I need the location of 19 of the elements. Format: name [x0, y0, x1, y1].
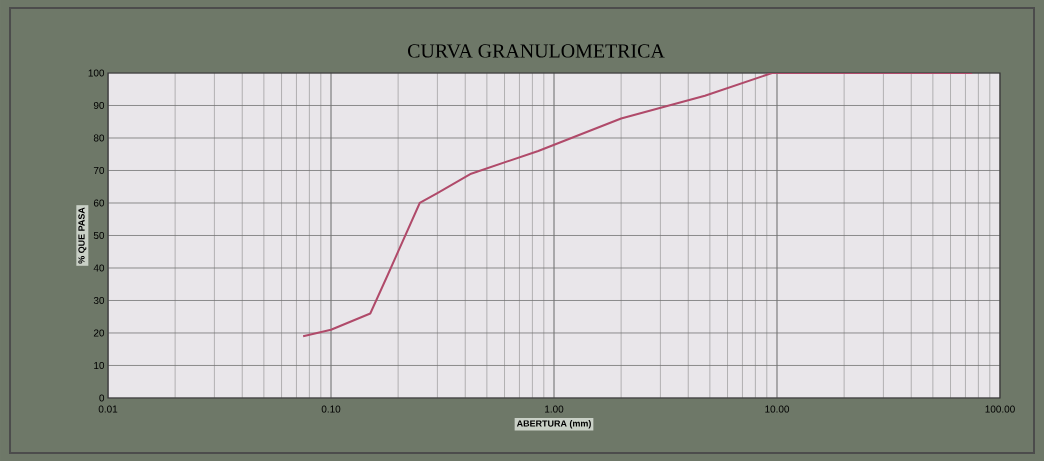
y-tick-label: 50	[93, 231, 105, 240]
x-tick-label: 0.10	[321, 405, 341, 413]
y-tick-label: 20	[93, 329, 105, 337]
y-tick-label: 10	[94, 361, 105, 370]
chart-title: CURVA GRANULOMETRICA	[408, 44, 665, 58]
x-tick-label: 1.00	[545, 405, 564, 413]
y-tick-label: 40	[93, 264, 105, 272]
x-tick-label: 100.00	[985, 405, 1015, 413]
y-tick-label: 90	[93, 101, 105, 110]
y-tick-label: 100	[88, 69, 105, 77]
x-axis-title: ABERTURA (mm)	[516, 420, 591, 429]
y-tick-label: 30	[93, 296, 105, 305]
y-tick-label: 60	[93, 199, 105, 207]
x-tick-label: 10.00	[765, 405, 790, 413]
y-tick-label: 80	[93, 134, 105, 142]
y-tick-label: 0	[99, 394, 105, 402]
y-tick-label: 70	[93, 166, 105, 175]
y-axis-title: % QUE PASA	[78, 207, 87, 264]
x-tick-label: 0.01	[98, 405, 118, 413]
